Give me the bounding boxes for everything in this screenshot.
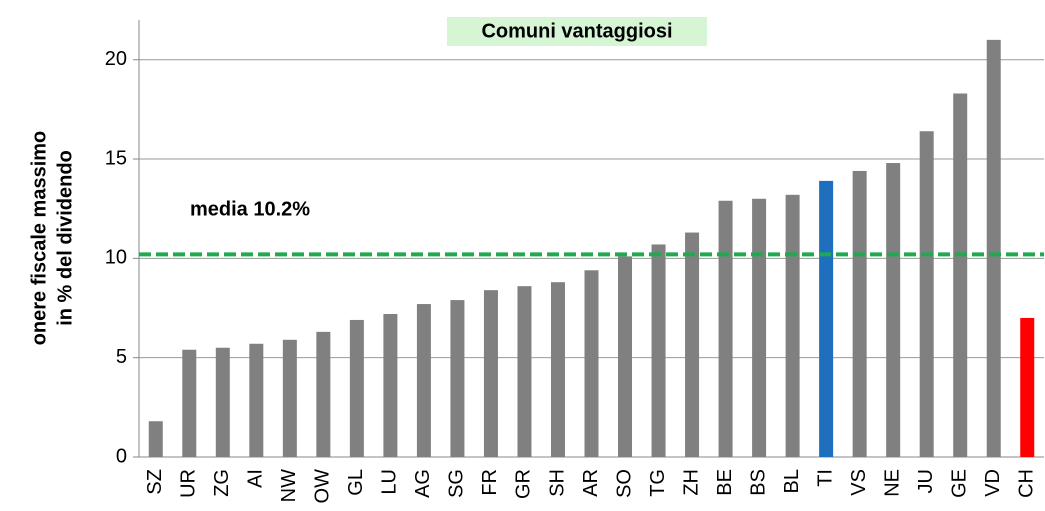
- x-tick-label: SO: [613, 469, 635, 498]
- bar: [182, 349, 197, 457]
- bar: [953, 93, 968, 457]
- y-tick-label: 15: [105, 147, 127, 169]
- x-tick-label: TI: [814, 469, 836, 487]
- x-tick-label: CH: [1016, 469, 1038, 498]
- bar: [517, 286, 532, 457]
- x-tick-label: LU: [379, 469, 401, 495]
- x-tick-label: UR: [178, 469, 200, 498]
- y-tick-label: 0: [116, 445, 127, 467]
- bar: [718, 200, 733, 457]
- x-tick-label: BE: [714, 469, 736, 496]
- x-tick-label: BL: [781, 469, 803, 493]
- bar: [215, 347, 230, 457]
- bar: [886, 163, 901, 457]
- title-box: [447, 17, 707, 46]
- y-axis-label: in % del dividendo: [54, 150, 76, 326]
- x-tick-label: TG: [647, 469, 669, 497]
- x-tick-label: NW: [278, 469, 300, 502]
- mean-label: media 10.2%: [190, 198, 310, 220]
- bar: [483, 290, 498, 457]
- y-tick-label: 10: [105, 247, 127, 269]
- x-tick-label: SH: [546, 469, 568, 497]
- bar: [349, 319, 364, 457]
- x-tick-label: VS: [848, 469, 870, 496]
- x-tick-label: AR: [580, 469, 602, 497]
- bar: [819, 180, 834, 458]
- x-tick-label: FR: [479, 469, 501, 496]
- x-tick-label: VD: [982, 469, 1004, 497]
- x-tick-label: AG: [412, 469, 434, 498]
- bar: [416, 304, 431, 457]
- x-tick-label: BS: [747, 469, 769, 496]
- bar: [919, 131, 934, 457]
- x-tick-label: ZH: [680, 469, 702, 496]
- bar: [785, 194, 800, 458]
- x-tick-label: SG: [446, 469, 468, 498]
- x-tick-label: OW: [312, 469, 334, 504]
- y-tick-label: 5: [116, 346, 127, 368]
- bar: [148, 421, 163, 457]
- bar: [852, 170, 867, 458]
- bar: [618, 256, 633, 457]
- bar: [1020, 317, 1035, 457]
- bar: [316, 331, 331, 457]
- bar: [986, 39, 1001, 457]
- bar: [752, 198, 767, 458]
- x-tick-label: JU: [915, 469, 937, 493]
- x-tick-label: GE: [948, 469, 970, 498]
- bar: [550, 282, 565, 457]
- chart-title: Comuni vantaggiosi: [481, 20, 672, 42]
- bar: [249, 343, 264, 457]
- y-tick-label: 20: [105, 48, 127, 70]
- bar: [685, 232, 700, 457]
- y-axis-label: onere fiscale massimo: [28, 131, 50, 346]
- x-tick-label: ZG: [211, 469, 233, 497]
- bar: [383, 313, 398, 457]
- x-tick-label: AI: [245, 469, 267, 488]
- x-tick-label: NE: [881, 469, 903, 497]
- bar: [584, 270, 599, 457]
- bar: [282, 339, 297, 457]
- x-tick-label: SZ: [144, 469, 166, 495]
- x-tick-label: GR: [513, 469, 535, 499]
- bar: [450, 300, 465, 457]
- x-tick-label: GL: [345, 469, 367, 496]
- bar: [651, 244, 666, 457]
